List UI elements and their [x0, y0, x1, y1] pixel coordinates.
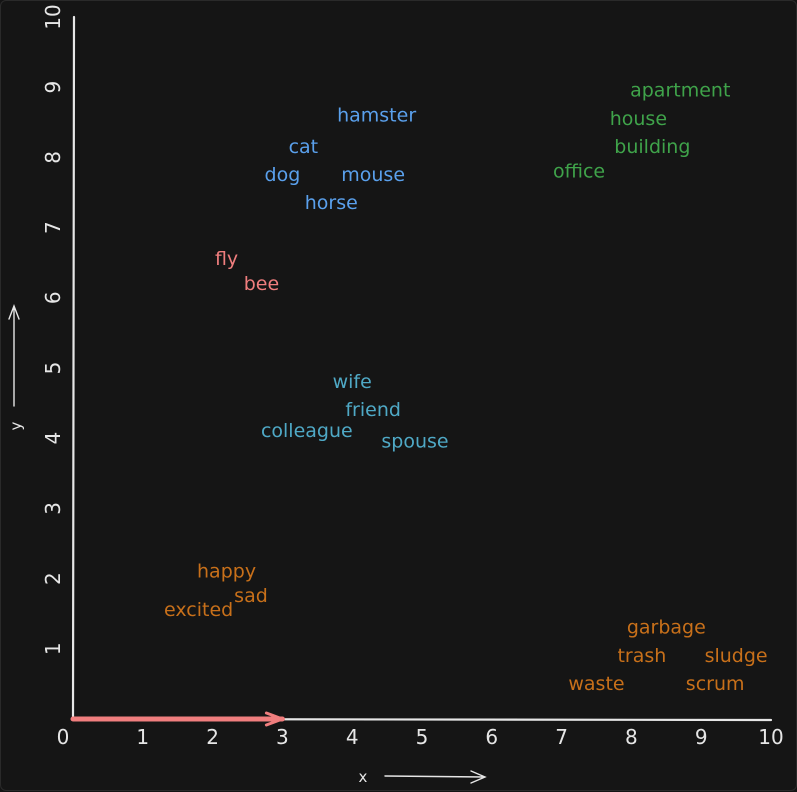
- y-tick-label: 6: [41, 291, 65, 304]
- point-label: excited: [164, 599, 233, 621]
- x-direction-arrow: [384, 770, 487, 784]
- x-tick-label: 0: [57, 725, 70, 749]
- point-label: office: [553, 160, 605, 182]
- x-tick-label: 6: [485, 725, 498, 749]
- y-tick-label: 2: [41, 572, 65, 585]
- point-label: sad: [234, 585, 268, 607]
- y-tick-label: 4: [41, 432, 65, 445]
- ticks-group: 0 1 2 3 4 5 6 7 8 9 10 1 2 3 4 5 6 7 8 9 10: [41, 4, 784, 749]
- point-label: waste: [568, 673, 624, 695]
- y-tick-label: 10: [41, 4, 65, 29]
- y-tick-label: 3: [41, 502, 65, 515]
- point-label: cat: [289, 136, 319, 158]
- points-group: hamster cat dog mouse horse apartment house bui…: [164, 80, 768, 695]
- point-label: hamster: [337, 104, 416, 126]
- x-tick-label: 2: [206, 725, 219, 749]
- point-label: house: [610, 108, 667, 130]
- point-label: garbage: [627, 617, 706, 639]
- y-direction-arrow: [8, 304, 20, 407]
- point-label: mouse: [341, 164, 405, 186]
- x-tick-label: 4: [346, 725, 359, 749]
- point-label: friend: [345, 399, 401, 421]
- x-axis-label: x: [359, 768, 368, 786]
- y-tick-label: 1: [41, 642, 65, 655]
- point-label: scrum: [686, 673, 745, 695]
- point-label: building: [614, 136, 690, 158]
- y-tick-label: 9: [41, 81, 65, 94]
- point-label: horse: [305, 192, 358, 214]
- y-tick-label: 8: [41, 151, 65, 164]
- y-tick-label: 5: [41, 362, 65, 375]
- axis-labels-group: x y: [7, 421, 368, 786]
- point-label: fly: [215, 248, 238, 270]
- highlight-vector-arrowhead: [264, 711, 284, 727]
- x-tick-label: 8: [625, 725, 638, 749]
- point-label: dog: [265, 164, 301, 186]
- x-tick-label: 5: [416, 725, 429, 749]
- x-tick-label: 3: [276, 725, 289, 749]
- point-label: apartment: [630, 80, 730, 102]
- point-label: happy: [197, 561, 256, 583]
- point-label: spouse: [381, 431, 448, 453]
- axes-group: [8, 15, 773, 784]
- point-label: sludge: [705, 645, 768, 667]
- point-label: colleague: [261, 420, 353, 442]
- y-axis-label: y: [7, 421, 25, 430]
- x-tick-label: 1: [136, 725, 149, 749]
- point-label: wife: [333, 371, 372, 393]
- y-tick-label: 7: [41, 221, 65, 234]
- x-tick-label: 7: [555, 725, 568, 749]
- x-tick-label: 9: [695, 725, 708, 749]
- point-label: trash: [617, 645, 666, 667]
- y-axis-line: [71, 15, 76, 721]
- x-tick-label: 10: [758, 725, 783, 749]
- point-label: bee: [244, 273, 279, 295]
